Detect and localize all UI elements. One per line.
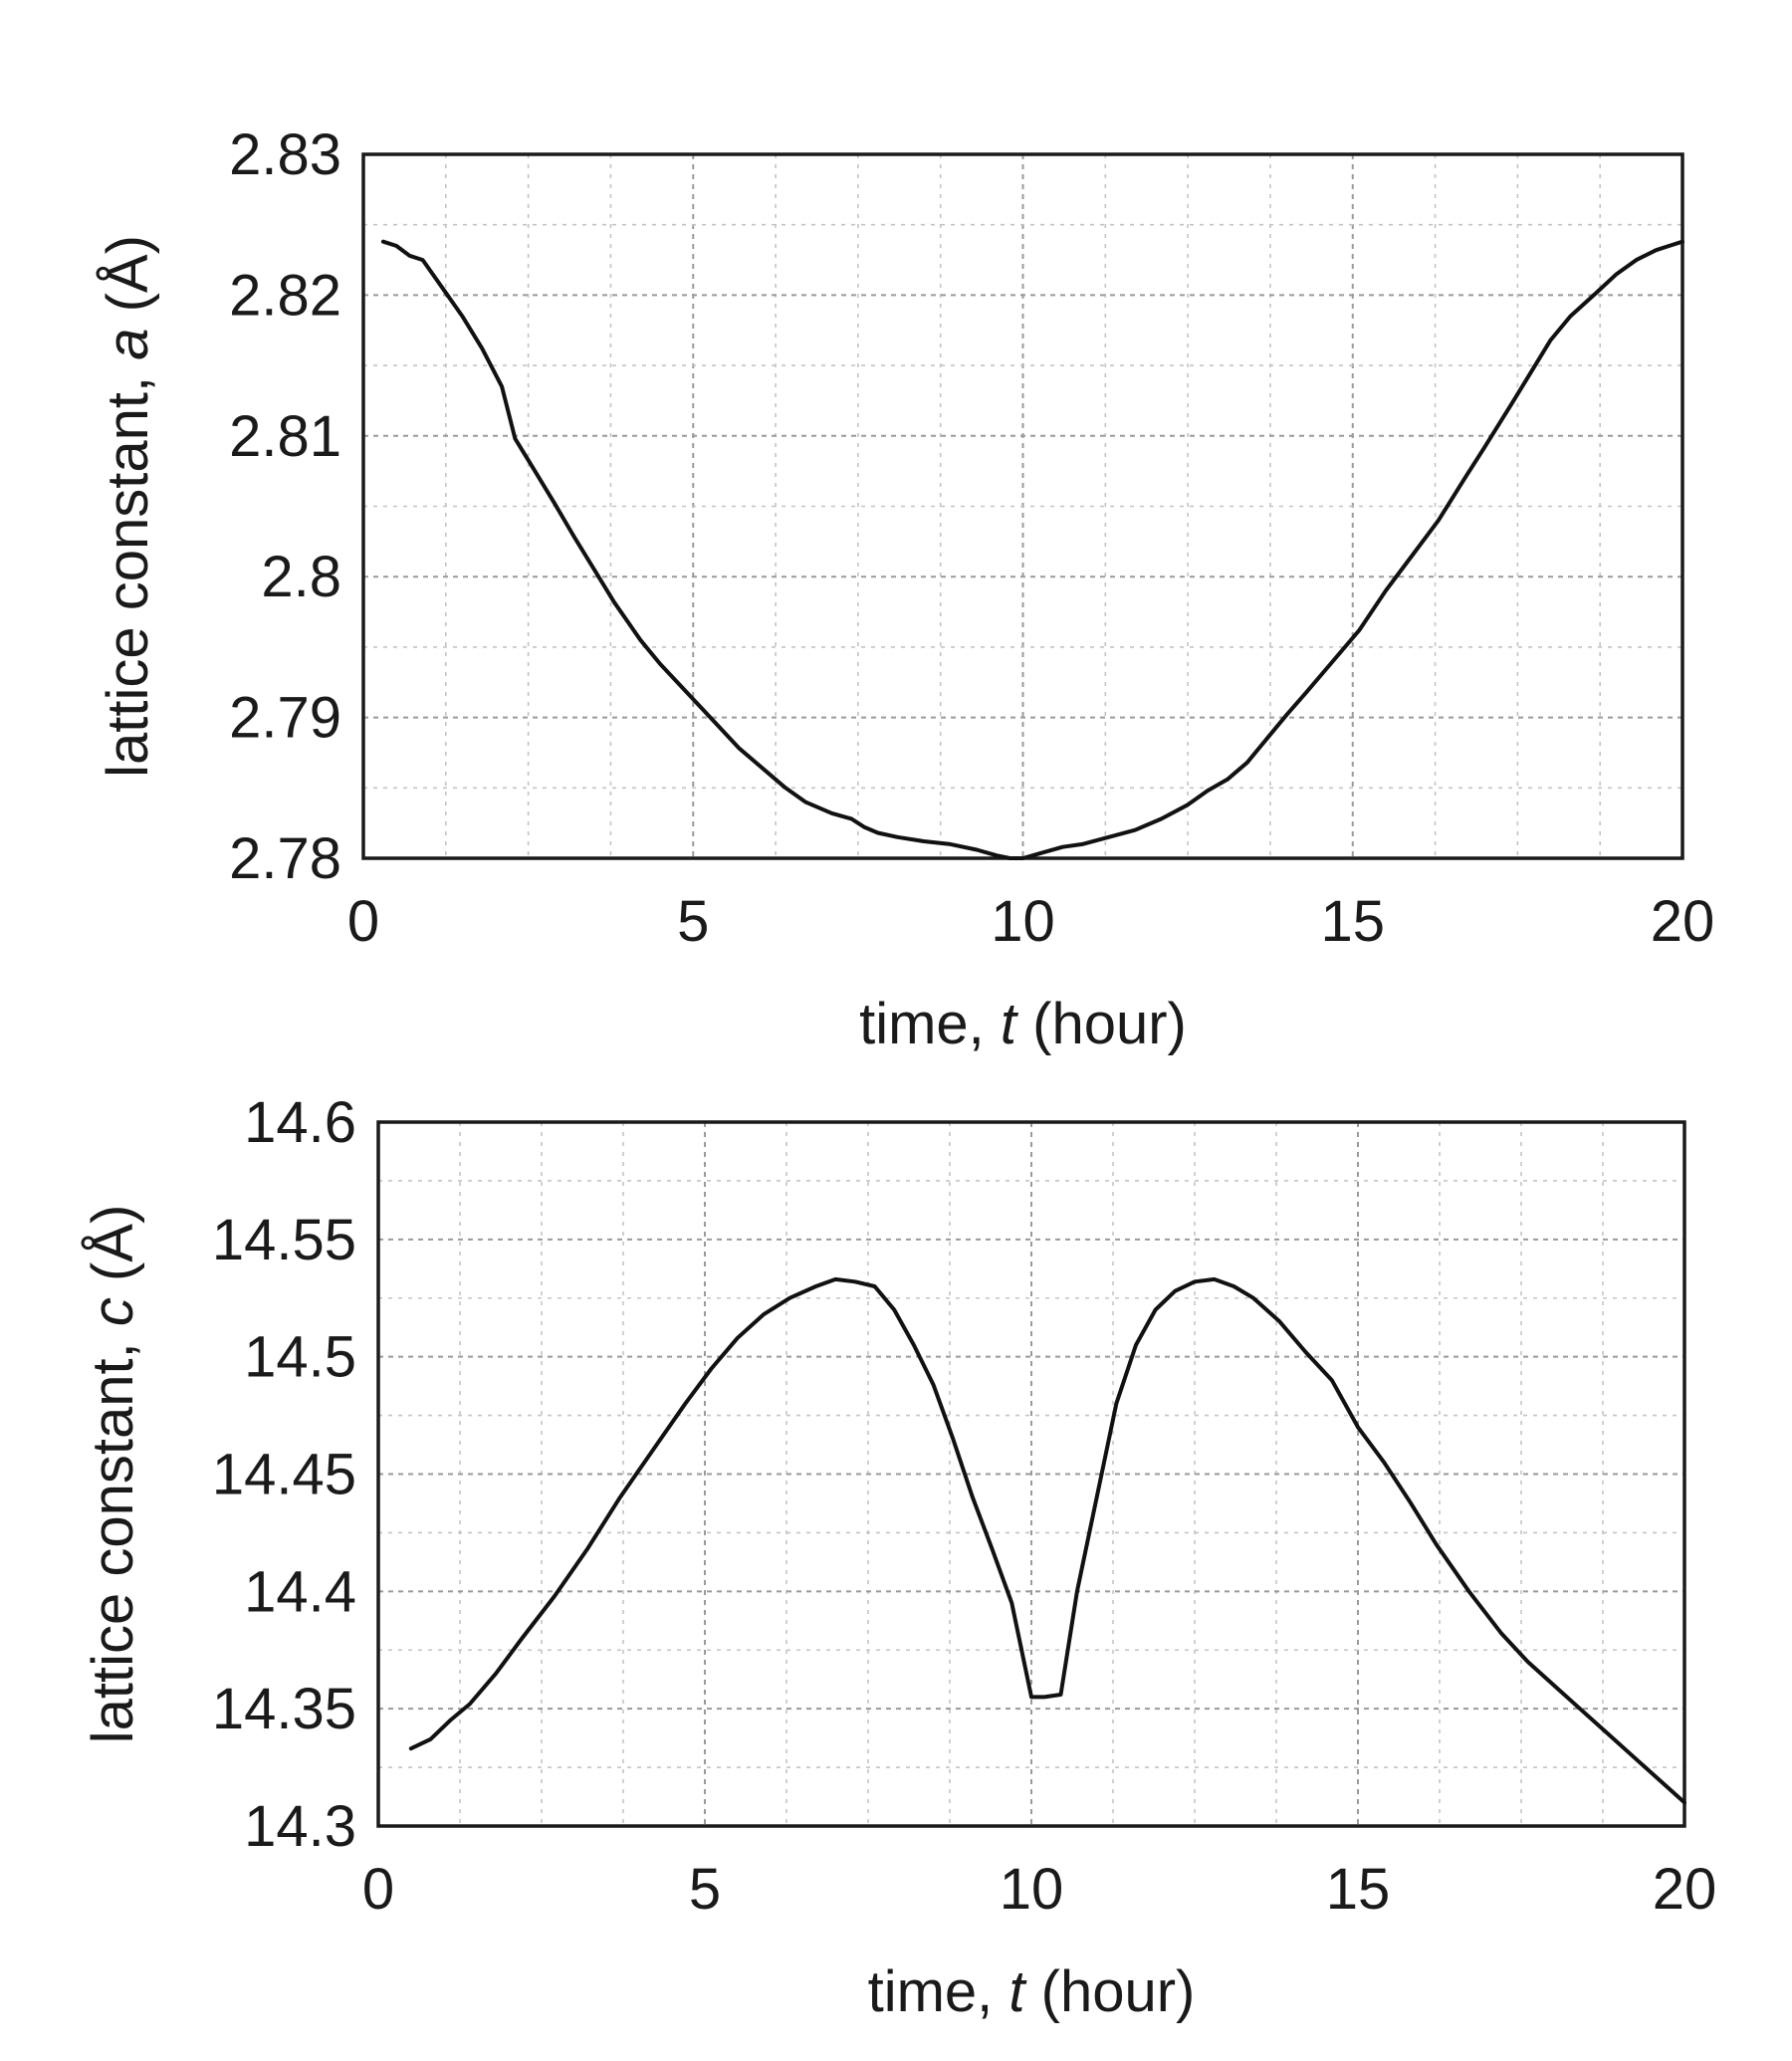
y-tick-label: 14.3 xyxy=(244,1794,356,1859)
x-tick-label: 10 xyxy=(1000,1857,1064,1922)
chart-lattice-c: 0 5 10 15 20 14.3 14.35 14.4 14.45 14.5 14.55 14.6 t… xyxy=(81,1090,1716,2024)
y-axis-label: lattice constant, c (Å) xyxy=(81,1205,145,1744)
y-tick-label: 14.6 xyxy=(244,1090,356,1155)
y-tick-label: 14.55 xyxy=(212,1208,356,1272)
x-tick-label: 15 xyxy=(1326,1857,1391,1922)
y-tick-label: 2.81 xyxy=(229,404,341,469)
x-tick-label: 0 xyxy=(362,1857,394,1922)
y-tick-label: 14.4 xyxy=(244,1559,356,1624)
y-tick-label: 2.8 xyxy=(261,545,341,609)
grid xyxy=(378,1122,1684,1826)
x-tick-label: 20 xyxy=(1653,1857,1717,1922)
x-axis-label: time, t (hour) xyxy=(859,992,1187,1056)
y-tick-label: 14.45 xyxy=(212,1443,356,1507)
y-tick-label: 14.35 xyxy=(212,1677,356,1741)
x-tick-label: 10 xyxy=(991,889,1055,954)
y-axis-label: lattice constant, a (Å) xyxy=(96,235,160,778)
y-tick-label: 2.83 xyxy=(229,122,341,187)
x-tick-label: 15 xyxy=(1320,889,1385,954)
x-axis-label: time, t (hour) xyxy=(868,1959,1196,2024)
y-tick-label: 2.78 xyxy=(229,826,341,891)
x-tick-label: 5 xyxy=(677,889,709,954)
y-tick-label: 2.79 xyxy=(229,686,341,751)
x-tick-label: 0 xyxy=(347,889,379,954)
x-tick-label: 5 xyxy=(689,1857,721,1922)
chart-lattice-a: 0 5 10 15 20 2.78 2.79 2.8 2.81 2.82 2.83 time, t (… xyxy=(96,122,1714,1056)
grid xyxy=(363,154,1682,858)
x-tick-label: 20 xyxy=(1651,889,1715,954)
series-line xyxy=(408,1276,1686,1805)
y-tick-label: 2.82 xyxy=(229,263,341,328)
plot-frame xyxy=(376,1120,1686,1828)
y-tick-label: 14.5 xyxy=(244,1325,356,1390)
series-line xyxy=(380,239,1684,860)
